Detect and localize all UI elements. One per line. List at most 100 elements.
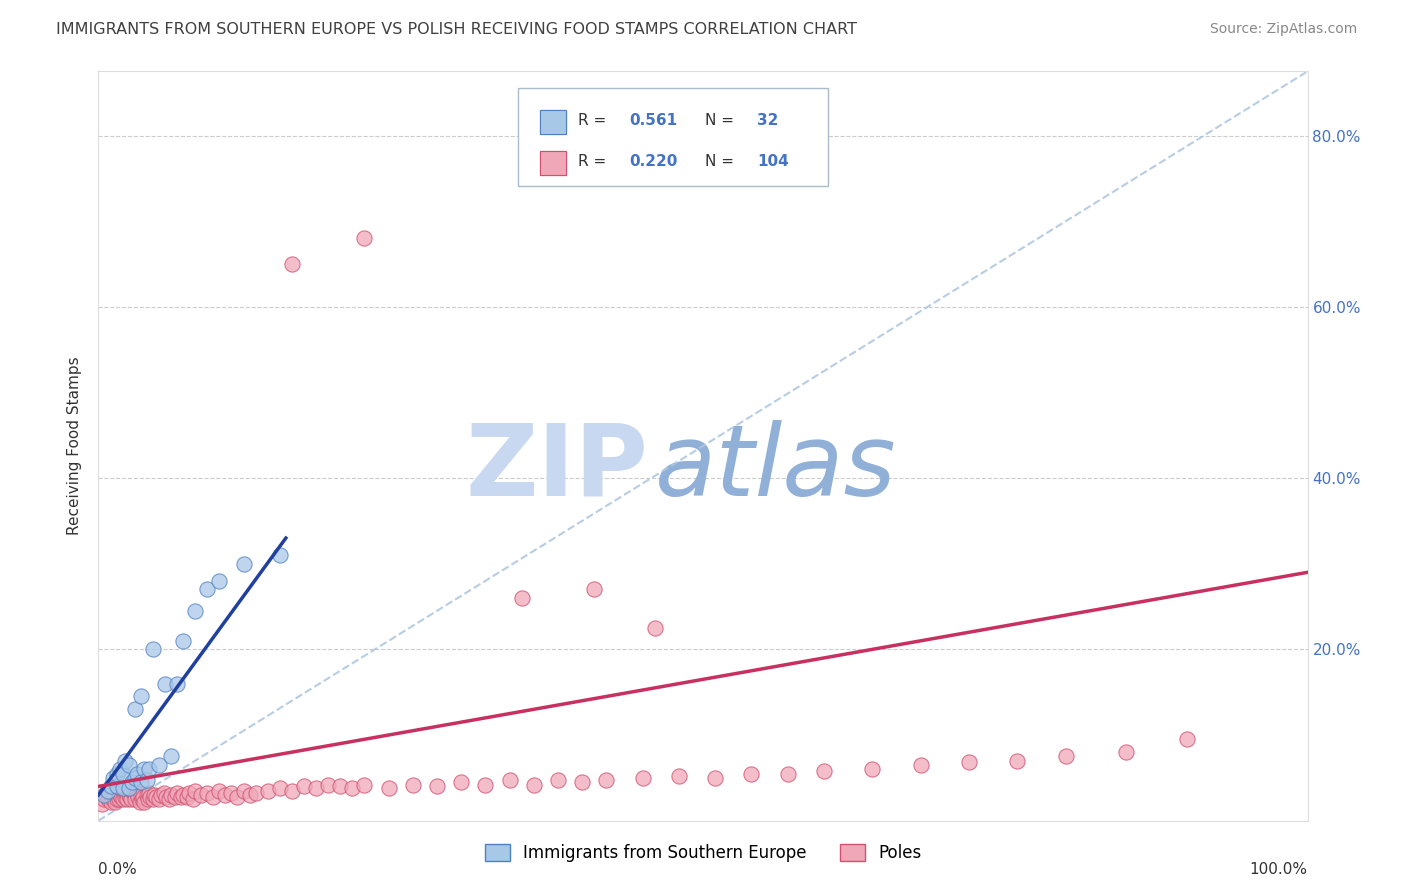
Point	[353, 778, 375, 792]
Point	[148, 758, 170, 772]
Text: atlas: atlas	[655, 420, 896, 517]
Point	[93, 792, 115, 806]
Point	[100, 795, 122, 809]
Legend: Immigrants from Southern Europe, Poles: Immigrants from Southern Europe, Poles	[478, 837, 928, 869]
Point	[353, 231, 375, 245]
Text: 0.0%: 0.0%	[98, 862, 138, 877]
Point	[97, 792, 120, 806]
Point	[510, 591, 533, 605]
Point	[202, 789, 225, 804]
Point	[118, 781, 141, 796]
Point	[100, 780, 122, 794]
Point	[120, 792, 142, 806]
Point	[101, 771, 124, 785]
Point	[232, 783, 254, 797]
Point	[377, 781, 399, 796]
Point	[583, 582, 606, 597]
Point	[172, 633, 194, 648]
Point	[281, 257, 304, 271]
Point	[127, 786, 149, 800]
Point	[127, 789, 149, 804]
Point	[157, 792, 180, 806]
Point	[239, 788, 262, 802]
Point	[150, 788, 173, 802]
Text: R =: R =	[578, 113, 612, 128]
Point	[292, 780, 315, 794]
Point	[101, 792, 124, 806]
Point	[124, 702, 146, 716]
Text: 0.561: 0.561	[630, 113, 678, 128]
Point	[631, 771, 654, 785]
Point	[776, 766, 799, 780]
Point	[169, 789, 191, 804]
Point	[269, 548, 291, 562]
Point	[498, 772, 520, 787]
Point	[108, 788, 131, 802]
Point	[402, 778, 425, 792]
Point	[329, 780, 352, 794]
Point	[163, 789, 186, 804]
Point	[142, 642, 165, 657]
Point	[181, 792, 204, 806]
Point	[740, 766, 762, 780]
Point	[1007, 754, 1029, 768]
Text: 104: 104	[758, 153, 789, 169]
Point	[111, 792, 134, 806]
Point	[450, 775, 472, 789]
Point	[245, 786, 267, 800]
Point	[426, 780, 449, 794]
Point	[269, 781, 291, 796]
Point	[232, 557, 254, 571]
Point	[91, 797, 114, 811]
Point	[124, 771, 146, 785]
FancyBboxPatch shape	[517, 87, 828, 186]
Point	[114, 789, 136, 804]
Point	[121, 783, 143, 797]
Text: R =: R =	[578, 153, 612, 169]
Point	[129, 788, 152, 802]
Point	[342, 781, 364, 796]
Point	[1175, 732, 1198, 747]
Bar	[540, 151, 567, 175]
Point	[547, 772, 569, 787]
Point	[128, 795, 150, 809]
Point	[184, 783, 207, 797]
Text: 32: 32	[758, 113, 779, 128]
Point	[644, 621, 666, 635]
Text: 0.220: 0.220	[630, 153, 678, 169]
Point	[124, 792, 146, 806]
Point	[474, 778, 496, 792]
Point	[132, 789, 155, 804]
Text: Source: ZipAtlas.com: Source: ZipAtlas.com	[1209, 22, 1357, 37]
Point	[111, 783, 134, 797]
Point	[208, 783, 231, 797]
Point	[176, 789, 198, 804]
Point	[813, 764, 835, 778]
Y-axis label: Receiving Food Stamps: Receiving Food Stamps	[67, 357, 83, 535]
Point	[110, 789, 132, 804]
Point	[134, 762, 156, 776]
Point	[108, 792, 131, 806]
Point	[134, 795, 156, 809]
Point	[101, 786, 124, 800]
Point	[114, 754, 136, 768]
Point	[305, 781, 328, 796]
Point	[111, 781, 134, 796]
Bar	[540, 151, 567, 175]
Point	[166, 676, 188, 690]
Point	[160, 749, 183, 764]
Point	[121, 775, 143, 789]
Point	[98, 789, 121, 804]
Point	[117, 792, 139, 806]
Text: N =: N =	[706, 153, 740, 169]
Point	[957, 756, 980, 770]
Text: IMMIGRANTS FROM SOUTHERN EUROPE VS POLISH RECEIVING FOOD STAMPS CORRELATION CHAR: IMMIGRANTS FROM SOUTHERN EUROPE VS POLIS…	[56, 22, 858, 37]
Text: 100.0%: 100.0%	[1250, 862, 1308, 877]
Point	[94, 788, 117, 802]
Bar	[540, 110, 567, 134]
Point	[131, 792, 153, 806]
Point	[105, 780, 128, 794]
Point	[139, 789, 162, 804]
Point	[129, 690, 152, 704]
Point	[195, 582, 218, 597]
